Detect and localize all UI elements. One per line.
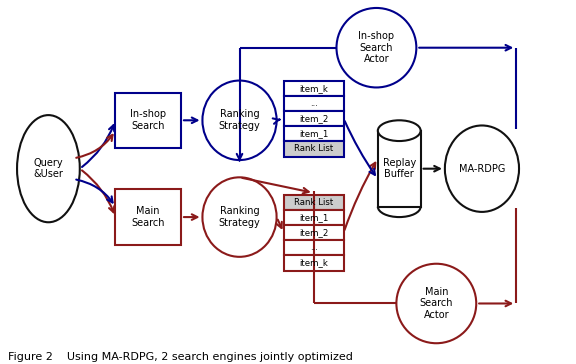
Bar (284, 195, 344, 210)
Bar (284, 111, 344, 126)
Bar (284, 80, 344, 96)
Bar (115, 189, 181, 245)
Text: Main
Search: Main Search (131, 206, 165, 228)
Text: Ranking
Strategy: Ranking Strategy (219, 110, 260, 131)
Bar (284, 225, 344, 240)
Text: item_1: item_1 (299, 213, 328, 222)
Bar (115, 93, 181, 148)
Text: item_2: item_2 (299, 114, 328, 123)
Text: item_2: item_2 (299, 228, 328, 237)
Bar (284, 141, 344, 157)
Ellipse shape (378, 120, 420, 141)
Text: Figure 2    Using MA-RDPG, 2 search engines jointly optimized: Figure 2 Using MA-RDPG, 2 search engines… (9, 352, 353, 362)
Text: In-shop
Search: In-shop Search (130, 110, 166, 131)
Bar (378, 131, 420, 207)
Text: ...: ... (310, 244, 317, 252)
Text: Main
Search
Actor: Main Search Actor (419, 287, 453, 320)
Ellipse shape (17, 115, 80, 222)
Text: Query
&User: Query &User (33, 158, 63, 179)
Bar (284, 126, 344, 141)
Bar (284, 210, 344, 225)
Text: In-shop
Search
Actor: In-shop Search Actor (358, 31, 395, 64)
Bar (284, 96, 344, 111)
Text: MA-RDPG: MA-RDPG (458, 164, 505, 174)
Bar (284, 256, 344, 271)
Text: item_k: item_k (300, 258, 328, 268)
Ellipse shape (202, 80, 276, 160)
Bar (284, 240, 344, 256)
Text: Rank List: Rank List (294, 145, 334, 154)
Text: Ranking
Strategy: Ranking Strategy (219, 206, 260, 228)
Ellipse shape (202, 177, 276, 257)
Text: ...: ... (310, 99, 317, 108)
Ellipse shape (445, 126, 519, 212)
Ellipse shape (336, 8, 416, 87)
Ellipse shape (396, 264, 476, 343)
Text: item_1: item_1 (299, 129, 328, 138)
Text: item_k: item_k (300, 84, 328, 93)
Text: Replay
Buffer: Replay Buffer (382, 158, 416, 179)
Text: Rank List: Rank List (294, 198, 334, 207)
